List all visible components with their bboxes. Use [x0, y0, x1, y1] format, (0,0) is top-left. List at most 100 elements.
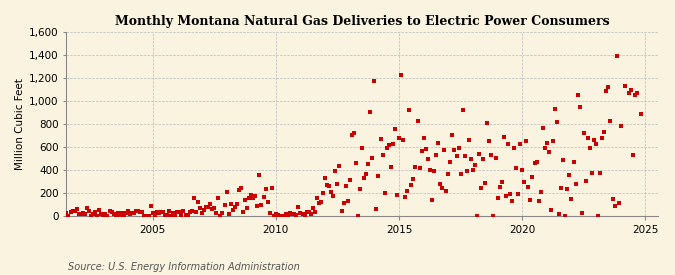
- Point: [620, 83, 630, 88]
- Point: [297, 212, 308, 216]
- Point: [574, 105, 585, 109]
- Point: [100, 212, 111, 216]
- Point: [96, 212, 107, 217]
- Point: [82, 206, 92, 211]
- Point: [439, 148, 450, 152]
- Point: [363, 162, 374, 166]
- Point: [354, 187, 365, 191]
- Point: [570, 182, 581, 186]
- Point: [196, 211, 207, 215]
- Point: [133, 209, 144, 214]
- Point: [291, 213, 302, 217]
- Point: [537, 125, 548, 130]
- Point: [525, 198, 536, 202]
- Point: [587, 171, 597, 175]
- Point: [121, 210, 132, 215]
- Point: [88, 211, 99, 216]
- Point: [153, 211, 164, 215]
- Point: [462, 169, 472, 173]
- Point: [466, 157, 477, 161]
- Point: [330, 169, 341, 174]
- Point: [170, 213, 181, 217]
- Point: [607, 197, 618, 201]
- Point: [213, 196, 223, 200]
- Point: [192, 199, 203, 204]
- Point: [227, 208, 238, 212]
- Point: [217, 211, 228, 215]
- Point: [78, 211, 88, 215]
- Point: [157, 210, 168, 214]
- Point: [474, 152, 485, 156]
- Point: [394, 136, 404, 141]
- Point: [180, 213, 191, 217]
- Point: [453, 145, 464, 150]
- Point: [521, 139, 532, 143]
- Point: [425, 168, 435, 172]
- Point: [624, 91, 634, 95]
- Point: [566, 197, 577, 202]
- Point: [375, 137, 386, 141]
- Point: [601, 89, 612, 93]
- Point: [205, 202, 215, 206]
- Point: [131, 209, 142, 213]
- Point: [568, 160, 579, 165]
- Point: [591, 142, 601, 146]
- Point: [172, 210, 183, 214]
- Point: [267, 186, 277, 190]
- Point: [273, 213, 284, 217]
- Point: [560, 214, 571, 218]
- Point: [437, 186, 448, 190]
- Point: [515, 142, 526, 146]
- Point: [533, 199, 544, 204]
- Point: [86, 214, 97, 218]
- Point: [240, 198, 250, 202]
- Point: [186, 209, 197, 213]
- Point: [551, 120, 562, 124]
- Point: [371, 207, 382, 211]
- Point: [211, 211, 221, 216]
- Point: [360, 171, 371, 176]
- Point: [159, 213, 170, 218]
- Point: [502, 142, 513, 146]
- Point: [578, 130, 589, 135]
- Point: [129, 210, 140, 215]
- Point: [190, 209, 201, 214]
- Point: [141, 214, 152, 218]
- Point: [443, 172, 454, 176]
- Point: [198, 208, 209, 212]
- Point: [605, 119, 616, 123]
- Point: [176, 213, 187, 217]
- Point: [106, 210, 117, 214]
- Point: [414, 166, 425, 170]
- Point: [457, 108, 468, 112]
- Point: [209, 206, 219, 211]
- Point: [221, 190, 232, 194]
- Point: [385, 164, 396, 169]
- Point: [340, 183, 351, 188]
- Point: [76, 212, 86, 216]
- Point: [482, 121, 493, 125]
- Point: [163, 208, 174, 213]
- Point: [314, 201, 325, 205]
- Point: [488, 214, 499, 218]
- Point: [309, 210, 320, 214]
- Point: [541, 141, 552, 145]
- Point: [480, 181, 491, 185]
- Point: [547, 139, 558, 143]
- Point: [168, 211, 179, 215]
- Point: [367, 155, 378, 160]
- Point: [139, 214, 150, 218]
- Point: [256, 202, 267, 207]
- Point: [545, 208, 556, 212]
- Point: [416, 149, 427, 153]
- Point: [279, 214, 290, 218]
- Point: [184, 210, 195, 214]
- Point: [143, 214, 154, 218]
- Point: [200, 204, 211, 209]
- Point: [301, 210, 312, 215]
- Point: [123, 209, 134, 213]
- Point: [242, 206, 252, 211]
- Point: [423, 157, 433, 161]
- Point: [320, 176, 331, 181]
- Point: [223, 211, 234, 216]
